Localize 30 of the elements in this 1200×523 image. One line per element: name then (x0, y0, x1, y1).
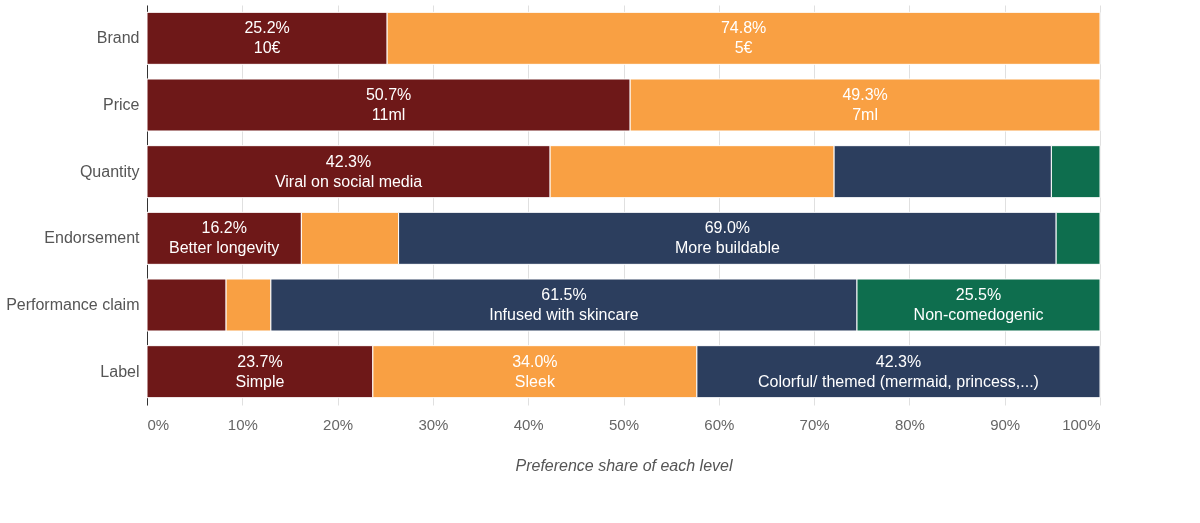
y-tick-label: Brand (96, 29, 140, 47)
data-label: 16.2% Better longevity (169, 219, 280, 257)
y-tick-label: Price (103, 96, 140, 113)
data-label: 42.3% Viral on social media (274, 152, 423, 190)
y-tick-label: Endorsement (44, 229, 141, 247)
x-tick-label: 0% (147, 415, 170, 433)
data-label: 61.5% Infused with skincare (489, 286, 639, 323)
y-tick-label: Performance claim (6, 296, 140, 313)
y-tick-label: Label (100, 362, 140, 380)
x-tick-label: 100% (1062, 415, 1101, 433)
x-tick-label: 80% (894, 415, 925, 433)
x-tick-label: 70% (799, 415, 830, 433)
data-label: 25.2% 10€ (244, 19, 290, 57)
data-label: 74.8% 5€ (720, 19, 767, 57)
x-tick-label: 90% (990, 415, 1021, 433)
x-tick-label: 10% (227, 415, 258, 433)
data-label: 34.0% Sleek (512, 352, 558, 390)
data-label: 69.0% More buildable (674, 219, 780, 257)
x-axis-title: Preference share of each level (515, 456, 733, 474)
data-label: 50.7% 11ml (365, 86, 412, 123)
x-tick-label: 30% (418, 415, 449, 433)
x-tick-label: 40% (513, 415, 544, 433)
data-label: 42.3% Colorful/ themed (mermaid, princess,...) (757, 352, 1039, 390)
data-label: 25.5% Non-comedogenic (913, 286, 1044, 323)
x-tick-label: 50% (608, 415, 640, 433)
data-label: 23.7% Simple (235, 352, 285, 390)
data-label: 49.3% 7ml (842, 86, 888, 123)
x-tick-label: 20% (323, 415, 354, 433)
x-tick-label: 60% (704, 415, 735, 433)
y-tick-label: Quantity (79, 162, 140, 180)
